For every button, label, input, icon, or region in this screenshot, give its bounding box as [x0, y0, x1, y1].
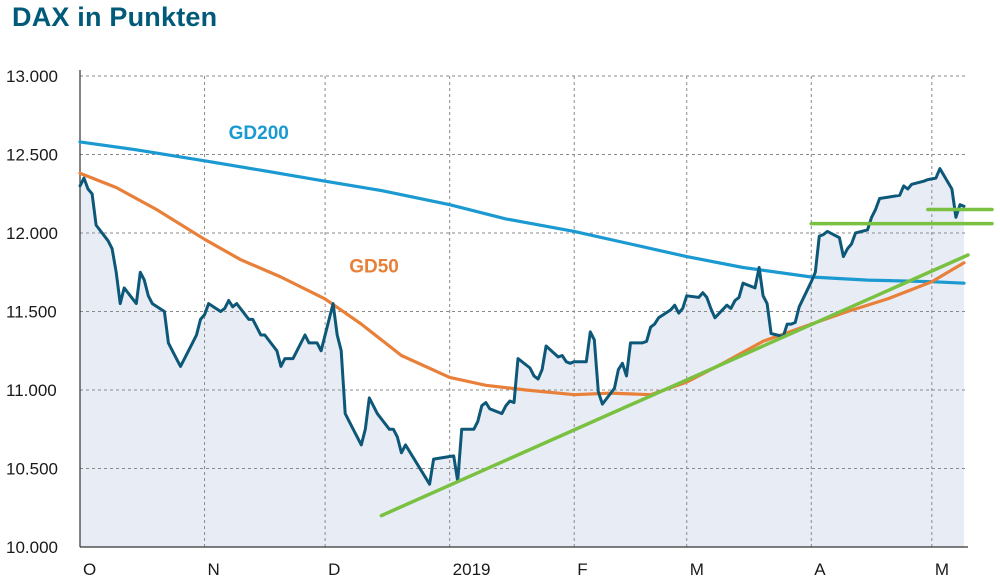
area-layer — [80, 168, 964, 547]
chart-title: DAX in Punkten — [12, 2, 218, 32]
x-tick-label: 2019 — [453, 560, 491, 579]
trendline — [379, 253, 970, 518]
y-tick-label: 12.500 — [6, 146, 58, 165]
series-line-dax — [78, 167, 966, 486]
label-layer: GD200 GD50 — [229, 123, 399, 277]
x-tick-label: M — [690, 560, 704, 579]
annotation-layer — [379, 207, 994, 518]
y-tick-label: 13.000 — [6, 67, 58, 86]
x-tick-label: M — [935, 560, 949, 579]
series-label-gd200: GD200 — [229, 123, 289, 144]
series-label-gd50: GD50 — [349, 256, 399, 277]
x-tick-label: F — [577, 560, 587, 579]
series-line-gd200 — [78, 140, 966, 285]
x-tick-label: A — [814, 560, 826, 579]
y-tick-label: 12.000 — [6, 224, 58, 243]
x-tick-label: O — [83, 560, 96, 579]
axis-layer: 10.000 10.500 11.000 11.500 12.000 12.500 13.0… — [6, 67, 968, 579]
dax-area-fill — [80, 168, 964, 547]
y-tick-label: 10.500 — [6, 460, 58, 479]
x-tick-label: N — [208, 560, 220, 579]
y-tick-label: 11.000 — [6, 381, 57, 400]
y-tick-label: 11.500 — [6, 303, 57, 322]
x-tick-label: D — [328, 560, 340, 579]
y-tick-label: 10.000 — [6, 538, 58, 557]
